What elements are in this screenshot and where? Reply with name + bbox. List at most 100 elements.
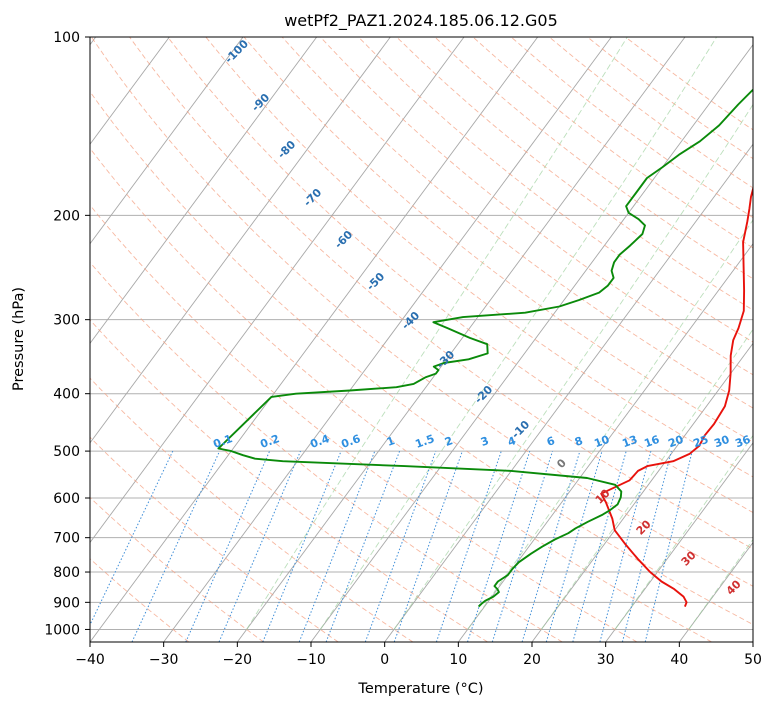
dry-adiabat-line — [90, 90, 753, 626]
x-tick-label: 50 — [744, 652, 762, 668]
axes: −40 −30 −20 −10 0 10 20 30 40 5010020030040050060… — [44, 30, 762, 668]
mixing-ratio-line — [644, 450, 693, 642]
isotherm-line — [531, 342, 753, 642]
x-tick-label: −10 — [296, 652, 326, 668]
dry-adiabat-label: -30 — [434, 348, 457, 371]
isotherm-line — [163, 37, 612, 642]
mixing-ratio-label: 16 — [642, 433, 661, 451]
y-tick-label: 700 — [53, 531, 80, 547]
y-tick-label: 500 — [53, 444, 80, 460]
isotherm-line — [605, 442, 753, 642]
isotherm-line — [90, 37, 318, 345]
isotherm-line — [90, 37, 539, 642]
mixing-ratio-label: 0.1 — [211, 432, 234, 451]
mixing-ratio-line — [364, 450, 437, 642]
mixing-ratio-label: 0.2 — [258, 432, 281, 451]
sounding-traces — [217, 88, 753, 608]
dry-adiabat-line — [90, 147, 712, 642]
mixing-ratio-label: 1 — [385, 434, 397, 449]
y-tick-label: 300 — [53, 313, 80, 329]
moist-adiabat-line — [688, 538, 753, 630]
y-tick-label: 1000 — [44, 622, 80, 638]
dry-adiabat-line — [396, 37, 753, 311]
mixing-ratio-label: 3 — [479, 434, 491, 449]
y-tick-label: 900 — [53, 595, 80, 611]
mixing-ratio-line — [393, 450, 463, 642]
dry-adiabat-label: 0 — [554, 456, 569, 471]
dry-adiabat-line — [90, 204, 638, 642]
dry-adiabat-line — [319, 37, 753, 376]
mixing-ratio-line — [325, 450, 401, 642]
y-tick-label: 400 — [53, 387, 80, 403]
temperature-trace — [600, 185, 753, 607]
dry-adiabat-line — [281, 37, 753, 409]
x-tick-label: −20 — [223, 652, 253, 668]
dry-adiabat-line — [90, 377, 414, 642]
x-tick-label: −30 — [149, 652, 179, 668]
x-tick-label: 40 — [670, 652, 688, 668]
mixing-ratio-label: 20 — [666, 433, 685, 451]
y-tick-label: 800 — [53, 565, 80, 581]
isotherm-line — [752, 641, 753, 642]
dry-adiabat-line — [167, 37, 753, 514]
isotherm-line — [90, 37, 391, 444]
mixing-ratio-label: 30 — [712, 433, 731, 451]
mixing-ratio-line — [435, 450, 502, 642]
dry-adiabat-line — [90, 496, 264, 642]
dry-adiabat-line — [243, 37, 753, 443]
dry-adiabat-label: 20 — [634, 517, 654, 537]
mixing-ratio-label: 0.4 — [308, 432, 331, 451]
mixing-ratio-label: 25 — [691, 433, 710, 450]
isoline-labels: -100-90-80-70-60-50-40-30-20-10010203040… — [211, 37, 752, 598]
dry-adiabat-line — [434, 37, 753, 280]
mixing-ratio-label: 2 — [443, 434, 455, 449]
dry-adiabat-line — [472, 37, 753, 249]
dry-adiabat-line — [90, 436, 339, 642]
mixing-ratio-label: 13 — [620, 433, 639, 450]
mixing-ratio-line — [621, 450, 672, 642]
mixing-ratio-label: 36 — [733, 433, 752, 451]
background-lines — [90, 37, 753, 642]
mixing-ratio-line — [90, 450, 174, 626]
isotherm-line — [90, 37, 465, 544]
isotherm-line — [90, 37, 170, 146]
mixing-ratio-line — [545, 450, 603, 642]
y-tick-label: 200 — [53, 208, 80, 224]
moist-adiabat-line — [246, 37, 628, 630]
dry-adiabat-label: -100 — [222, 37, 251, 66]
dry-adiabat-label: 40 — [724, 577, 744, 597]
mixing-ratio-line — [218, 450, 301, 642]
dry-adiabat-line — [358, 37, 753, 343]
dry-adiabat-line — [129, 37, 753, 550]
mixing-ratio-line — [298, 450, 376, 642]
dewpoint-trace — [217, 88, 753, 608]
dry-adiabat-label: -60 — [332, 228, 355, 251]
moist-adiabat-line — [614, 434, 753, 630]
chart-title: wetPf2_PAZ1.2024.185.06.12.G05 — [284, 11, 558, 31]
x-tick-label: 30 — [597, 652, 615, 668]
moist-adiabat-line — [319, 37, 717, 630]
moist-adiabat-line — [467, 219, 753, 630]
isotherm-line — [236, 37, 686, 642]
mixing-ratio-line — [131, 450, 221, 642]
isotherm-line — [310, 43, 753, 642]
x-tick-label: 10 — [449, 652, 467, 668]
x-tick-label: 20 — [523, 652, 541, 668]
x-tick-label: −40 — [75, 652, 105, 668]
plot-frame — [89, 36, 754, 643]
y-axis-title: Pressure (hPa) — [11, 287, 27, 391]
mixing-ratio-label: 4 — [506, 434, 518, 449]
dry-adiabat-label: -50 — [364, 270, 387, 293]
mixing-ratio-line — [599, 450, 652, 642]
dry-adiabat-line — [510, 37, 753, 219]
isotherm-line — [90, 37, 244, 245]
x-tick-label: 0 — [380, 652, 389, 668]
mixing-ratio-label: 8 — [573, 434, 585, 449]
isotherm-line — [457, 243, 753, 642]
isotherm-line — [678, 541, 753, 642]
dry-adiabat-line — [90, 319, 488, 642]
dry-adiabat-line — [548, 37, 753, 189]
x-axis-title: Temperature (°C) — [357, 681, 483, 697]
mixing-ratio-label: 10 — [592, 433, 611, 451]
